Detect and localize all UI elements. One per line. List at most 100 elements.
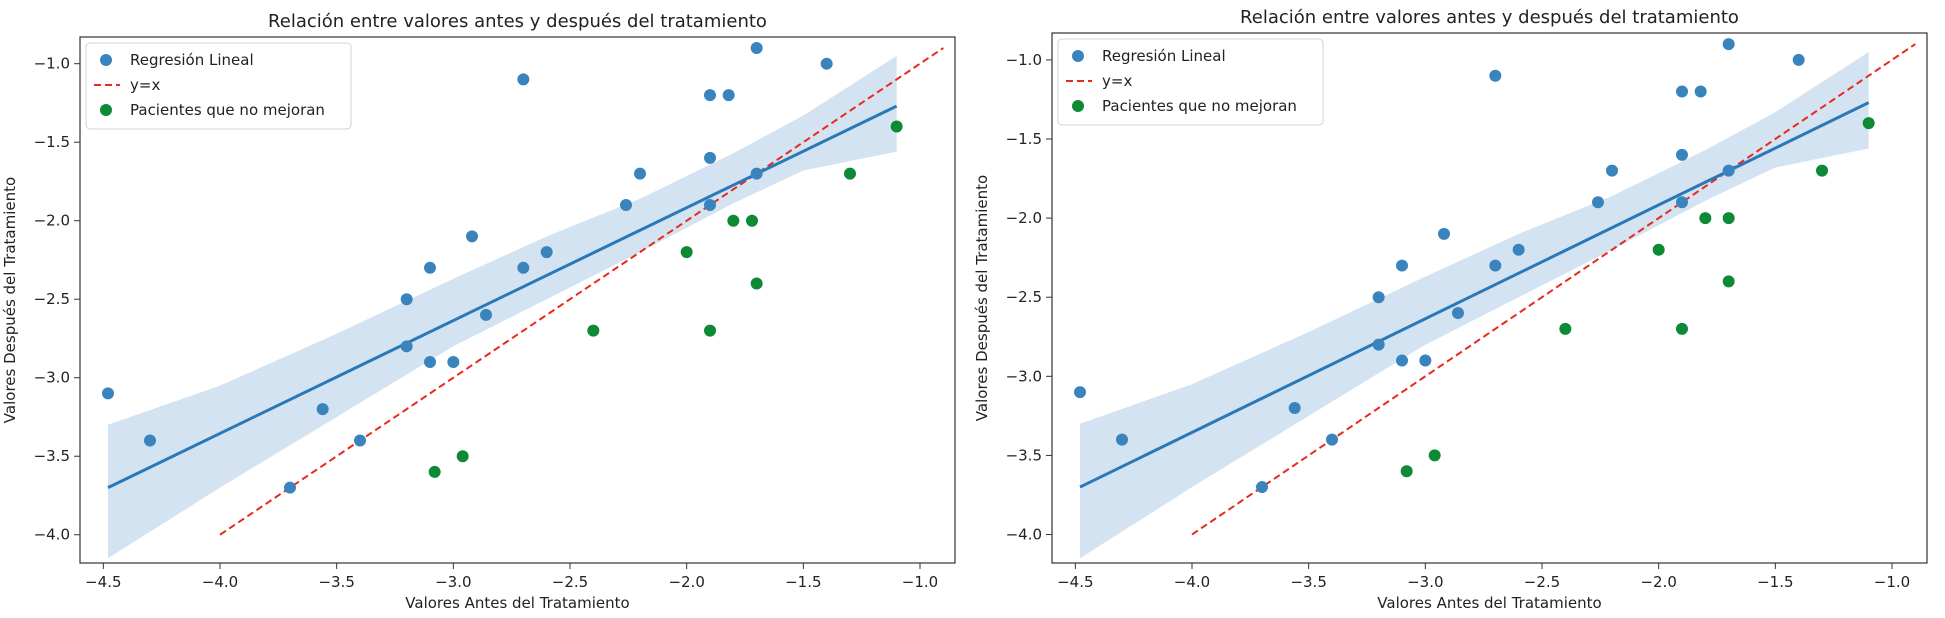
legend-marker-regression [1072, 50, 1084, 62]
no-improve-point [890, 120, 903, 133]
legend-marker-no-improve [100, 104, 112, 116]
x-tick-label: −1.5 [1757, 573, 1793, 591]
legend-label: y=x [1102, 72, 1132, 90]
no-improve-point [750, 277, 763, 290]
chart-2: −4.5 −4.0 −3.5 −3.0 −2.5 −2.0 −1.5 −1.0 −1.0 −1.5… [973, 7, 1928, 612]
y-tick-label: −1.5 [34, 133, 70, 151]
y-tick-label: −3.5 [1006, 446, 1042, 464]
x-tick-label: −4.0 [1174, 573, 1210, 591]
identity-line [1191, 43, 1916, 536]
data-point [704, 89, 716, 102]
no-improve-point [1559, 322, 1572, 335]
data-point [102, 387, 114, 400]
x-tick-label: −2.0 [1640, 573, 1676, 591]
x-tick-label: −2.5 [552, 573, 588, 591]
x-axis-label: Valores Antes del Tratamiento [405, 594, 629, 612]
data-point [1074, 386, 1086, 399]
data-point [750, 167, 763, 180]
x-tick-label: −1.0 [1874, 573, 1910, 591]
legend-label: y=x [130, 76, 160, 94]
no-improve-point [1676, 322, 1688, 335]
data-point [1722, 38, 1735, 51]
data-point [1676, 85, 1688, 98]
no-improve-point [844, 167, 856, 180]
no-improve-point [1862, 117, 1875, 130]
data-point [517, 261, 530, 274]
plot-frame [79, 36, 956, 564]
x-tick-label: −4.0 [202, 573, 238, 591]
legend-label: Pacientes que no mejoran [1102, 97, 1297, 115]
data-point [447, 356, 460, 369]
data-point [1592, 196, 1604, 209]
no-improve-point [1722, 275, 1735, 288]
data-point [1438, 227, 1450, 240]
no-improve-point [1400, 465, 1413, 478]
data-point [316, 403, 329, 416]
data-point [1419, 354, 1432, 367]
y-tick-label: −3.5 [34, 447, 70, 465]
y-tick-label: −4.0 [1006, 526, 1042, 544]
data-point [1606, 164, 1618, 177]
identity-line [219, 47, 944, 536]
x-tick-label: −3.0 [435, 573, 471, 591]
data-point [424, 356, 436, 369]
data-point [704, 151, 716, 164]
chart-title: Relación entre valores antes y después d… [1240, 7, 1739, 28]
chart-title: Relación entre valores antes y después d… [268, 11, 767, 32]
no-improve-point [1428, 449, 1441, 462]
data-point [1396, 354, 1408, 367]
no-improve-point [704, 324, 716, 337]
legend-label: Regresión Lineal [1102, 47, 1226, 65]
x-tick-label: −1.0 [902, 573, 938, 591]
data-point [144, 434, 156, 447]
data-point [400, 293, 413, 306]
y-axis-label: Valores Después del Tratamiento [1, 177, 19, 423]
data-point [1489, 259, 1502, 272]
y-tick-label: −1.0 [34, 55, 70, 73]
data-point [1452, 307, 1464, 320]
legend-marker-regression [100, 54, 112, 66]
x-tick-label: −4.5 [1057, 573, 1093, 591]
no-improve-point [746, 214, 758, 227]
no-improve-point [456, 450, 469, 463]
x-tick-label: −4.5 [85, 573, 121, 591]
data-point [620, 199, 632, 212]
data-point [1722, 164, 1735, 177]
legend-label: Pacientes que no mejoran [130, 101, 325, 119]
x-tick-label: −2.0 [668, 573, 704, 591]
y-tick-label: −1.0 [1006, 51, 1042, 69]
x-tick-label: −1.5 [785, 573, 821, 591]
data-point [1288, 401, 1301, 414]
no-improve-point [1722, 212, 1735, 225]
data-point [400, 340, 413, 353]
legend-marker-no-improve [1072, 100, 1084, 112]
data-point [1372, 291, 1385, 304]
x-tick-label: −3.5 [1290, 573, 1326, 591]
x-tick-label: −3.0 [1407, 573, 1443, 591]
regression-line [1079, 101, 1870, 489]
legend-label: Regresión Lineal [130, 51, 254, 69]
y-tick-label: −2.5 [1006, 288, 1042, 306]
no-improve-point [1652, 243, 1665, 256]
confidence-band [108, 55, 897, 559]
data-point [1489, 69, 1502, 82]
no-improve-point [587, 324, 600, 337]
x-tick-label: −3.5 [318, 573, 354, 591]
x-axis-label: Valores Antes del Tratamiento [1377, 594, 1601, 612]
data-point [1116, 433, 1128, 446]
data-point [1792, 53, 1805, 66]
data-point [1694, 85, 1707, 98]
data-point [517, 73, 530, 86]
data-point [1326, 433, 1338, 446]
data-point [1256, 481, 1268, 494]
confidence-band [1080, 52, 1869, 559]
data-point [1676, 196, 1688, 209]
no-improve-point [680, 246, 693, 259]
legend-box [1057, 38, 1324, 126]
x-tick-label: −2.5 [1524, 573, 1560, 591]
y-tick-label: −2.5 [34, 290, 70, 308]
data-point [424, 261, 436, 274]
data-point [284, 481, 296, 494]
